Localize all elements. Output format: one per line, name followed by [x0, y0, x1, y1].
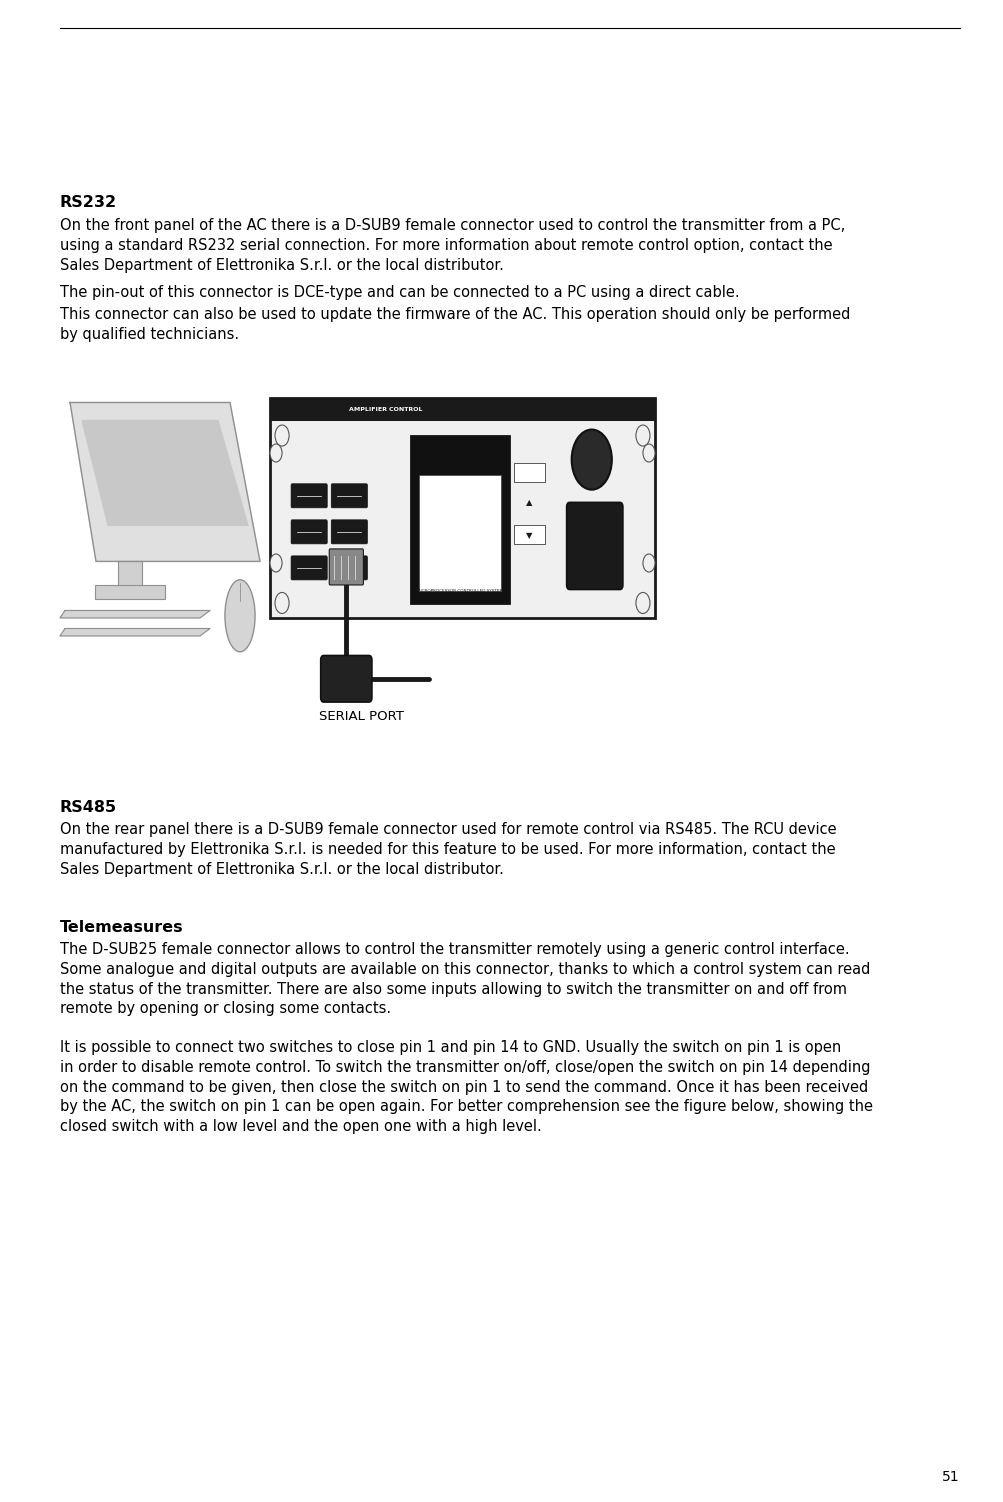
Text: RS485: RS485	[60, 801, 117, 816]
Polygon shape	[70, 403, 260, 562]
Bar	[270, 398, 654, 421]
Text: Telemeasures: Telemeasures	[60, 921, 184, 936]
Bar	[95, 586, 164, 599]
Text: 51: 51	[942, 1470, 959, 1484]
Circle shape	[642, 554, 654, 572]
Ellipse shape	[225, 580, 255, 652]
Text: SERIAL PORT: SERIAL PORT	[318, 709, 403, 722]
Text: ▲: ▲	[526, 499, 533, 508]
Text: This connector can also be used to update the firmware of the AC. This operation: This connector can also be used to updat…	[60, 306, 850, 342]
Bar	[410, 436, 509, 602]
Circle shape	[275, 425, 289, 446]
Text: MICROPROCESSOR CONTROLLED SYSTEM: MICROPROCESSOR CONTROLLED SYSTEM	[416, 589, 503, 593]
FancyBboxPatch shape	[331, 556, 367, 580]
FancyBboxPatch shape	[331, 484, 367, 508]
FancyBboxPatch shape	[329, 548, 363, 584]
Polygon shape	[60, 628, 210, 635]
Text: On the rear panel there is a D-SUB9 female connector used for remote control via: On the rear panel there is a D-SUB9 fema…	[60, 822, 835, 877]
Polygon shape	[60, 610, 210, 617]
Circle shape	[635, 592, 649, 613]
FancyBboxPatch shape	[291, 484, 327, 508]
FancyBboxPatch shape	[291, 520, 327, 544]
Text: The D-SUB25 female connector allows to control the transmitter remotely using a : The D-SUB25 female connector allows to c…	[60, 942, 870, 1017]
Polygon shape	[82, 421, 248, 526]
Text: The pin-out of this connector is DCE-type and can be connected to a PC using a d: The pin-out of this connector is DCE-typ…	[60, 285, 739, 300]
Bar	[418, 475, 500, 590]
Bar	[514, 524, 544, 544]
Bar	[270, 398, 654, 617]
Text: RS232: RS232	[60, 195, 117, 210]
Text: On the front panel of the AC there is a D-SUB9 female connector used to control : On the front panel of the AC there is a …	[60, 218, 845, 272]
Circle shape	[571, 430, 611, 490]
Circle shape	[270, 554, 282, 572]
Bar	[118, 562, 141, 587]
Text: ▼: ▼	[526, 532, 533, 541]
FancyBboxPatch shape	[320, 655, 371, 701]
Text: It is possible to connect two switches to close pin 1 and pin 14 to GND. Usually: It is possible to connect two switches t…	[60, 1039, 873, 1134]
FancyBboxPatch shape	[331, 520, 367, 544]
Bar	[514, 463, 544, 482]
Circle shape	[635, 425, 649, 446]
Text: AMPLIFIER CONTROL: AMPLIFIER CONTROL	[348, 407, 422, 412]
Circle shape	[270, 445, 282, 463]
FancyBboxPatch shape	[291, 556, 327, 580]
Circle shape	[275, 592, 289, 613]
FancyBboxPatch shape	[566, 502, 622, 589]
Circle shape	[642, 445, 654, 463]
